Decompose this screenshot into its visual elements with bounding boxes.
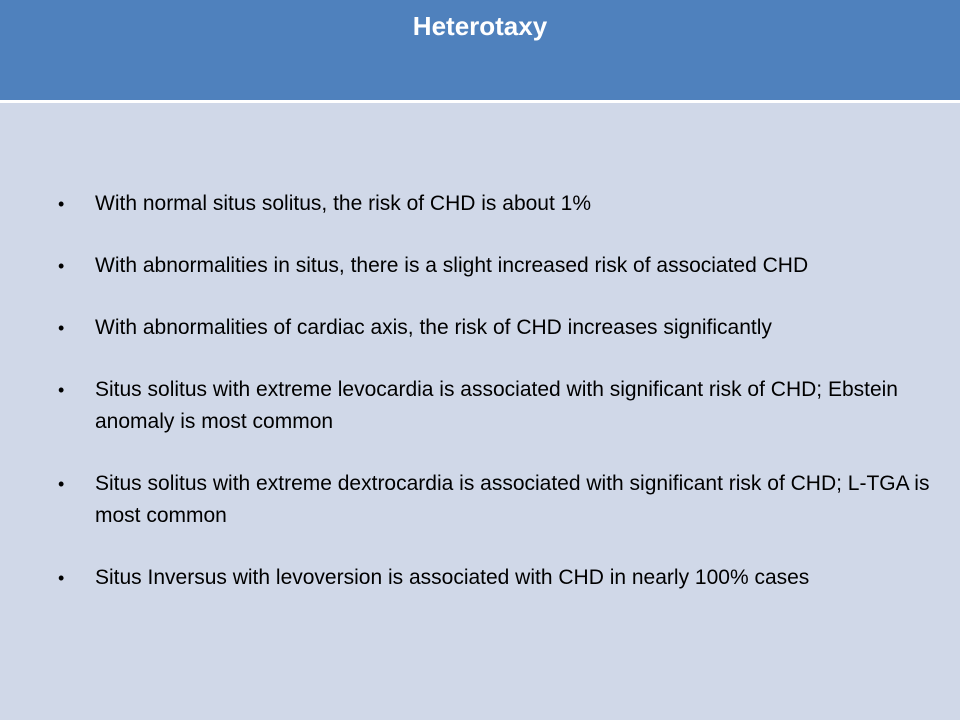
- bullet-dot-icon: •: [58, 474, 65, 494]
- bullet-text: With abnormalities in situs, there is a …: [95, 254, 809, 277]
- bullet-text: With normal situs solitus, the risk of C…: [95, 192, 592, 215]
- bullet-list: • With normal situs solitus, the risk of…: [58, 188, 938, 624]
- bullet-item: • With abnormalities of cardiac axis, th…: [58, 312, 938, 344]
- bullet-dot-icon: •: [58, 256, 65, 276]
- bullet-text: Situs solitus with extreme dextrocardia …: [95, 472, 930, 527]
- slide-title: Heterotaxy: [412, 11, 548, 41]
- bullet-item: • Situs Inversus with levoversion is ass…: [58, 562, 938, 594]
- title-bar: Heterotaxy: [0, 0, 960, 103]
- bullet-text: Situs Inversus with levoversion is assoc…: [95, 566, 810, 589]
- bullet-dot-icon: •: [58, 318, 65, 338]
- bullet-item: • With abnormalities in situs, there is …: [58, 250, 938, 282]
- bullet-dot-icon: •: [58, 194, 65, 214]
- bullet-item: • With normal situs solitus, the risk of…: [58, 188, 938, 220]
- bullet-dot-icon: •: [58, 380, 65, 400]
- bullet-item: • Situs solitus with extreme levocardia …: [58, 374, 938, 438]
- bullet-text: With abnormalities of cardiac axis, the …: [95, 316, 772, 339]
- bullet-dot-icon: •: [58, 568, 65, 588]
- bullet-text: Situs solitus with extreme levocardia is…: [95, 378, 898, 433]
- bullet-item: • Situs solitus with extreme dextrocardi…: [58, 468, 938, 532]
